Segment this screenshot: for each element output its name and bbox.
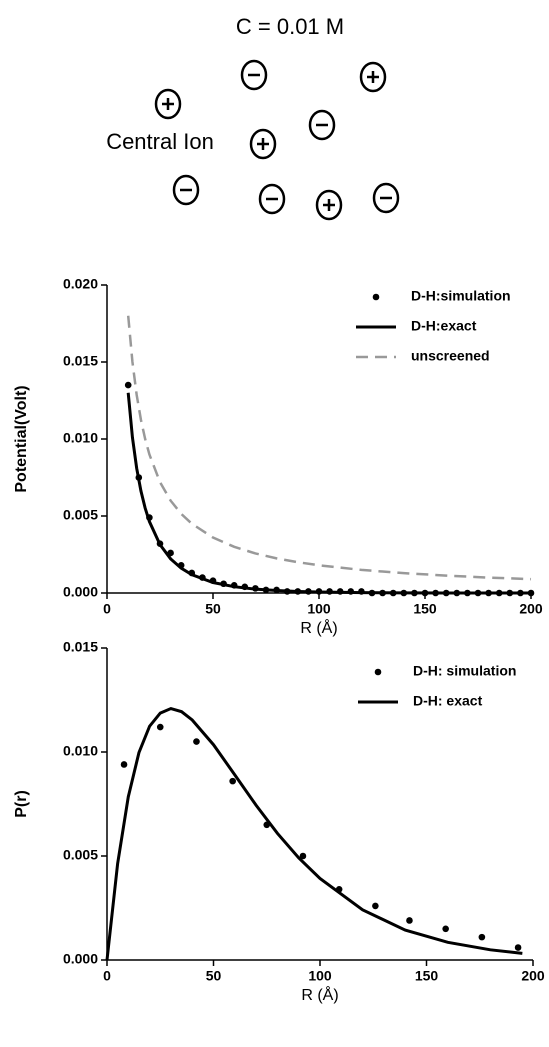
x-tick-label: 100 — [308, 968, 332, 984]
y-tick-label: 0.015 — [63, 639, 98, 655]
data-point — [124, 381, 132, 389]
y-tick-label: 0.000 — [63, 951, 98, 967]
data-point — [372, 902, 379, 910]
cation-icon — [154, 88, 182, 120]
anion-icon — [308, 109, 336, 141]
legend-symbol — [372, 293, 380, 301]
y-tick-label: 0.005 — [63, 507, 98, 523]
cation-icon — [359, 61, 387, 93]
y-tick-label: 0.010 — [63, 743, 98, 759]
data-point — [156, 723, 164, 731]
legend-label: unscreened — [411, 348, 490, 364]
cation-icon — [249, 128, 277, 160]
series-line — [105, 706, 523, 961]
legend-label: D-H:exact — [411, 318, 477, 334]
data-point — [406, 917, 413, 924]
data-point — [193, 738, 200, 745]
cation-icon — [315, 189, 343, 221]
x-axis-title: R (Å) — [301, 985, 338, 1004]
data-point — [478, 933, 486, 941]
y-tick-label: 0.010 — [63, 430, 98, 446]
data-point — [442, 925, 449, 933]
x-tick-label: 200 — [519, 601, 543, 617]
data-point — [120, 761, 128, 768]
x-tick-label: 150 — [415, 968, 439, 984]
y-axis-title: Potential(Volt) — [13, 385, 30, 492]
anion-icon — [372, 182, 400, 214]
anion-icon — [258, 183, 286, 215]
legend-label: D-H: exact — [413, 693, 483, 709]
x-tick-label: 100 — [307, 601, 331, 617]
x-tick-label: 0 — [103, 601, 111, 617]
diagram-title: C = 0.01 M — [236, 14, 344, 39]
series-line — [126, 315, 532, 581]
data-point — [514, 944, 522, 951]
data-point — [229, 777, 236, 785]
y-axis-title: P(r) — [13, 790, 30, 818]
y-tick-label: 0.020 — [63, 276, 98, 292]
legend-label: D-H:simulation — [411, 288, 511, 304]
anion-icon — [240, 59, 268, 91]
x-tick-label: 150 — [413, 601, 437, 617]
data-point — [299, 852, 307, 860]
x-axis-title: R (Å) — [300, 618, 337, 637]
y-tick-label: 0.015 — [63, 353, 98, 369]
anion-icon — [172, 174, 200, 206]
series-line — [126, 392, 531, 595]
x-tick-label: 0 — [103, 968, 111, 984]
y-tick-label: 0.000 — [63, 584, 98, 600]
legend-symbol — [374, 668, 382, 676]
legend-label: D-H: simulation — [413, 663, 516, 679]
x-tick-label: 50 — [206, 968, 222, 984]
x-tick-label: 50 — [205, 601, 221, 617]
x-tick-label: 200 — [521, 968, 545, 984]
central-ion-label: Central Ion — [106, 129, 214, 154]
y-tick-label: 0.005 — [63, 847, 98, 863]
